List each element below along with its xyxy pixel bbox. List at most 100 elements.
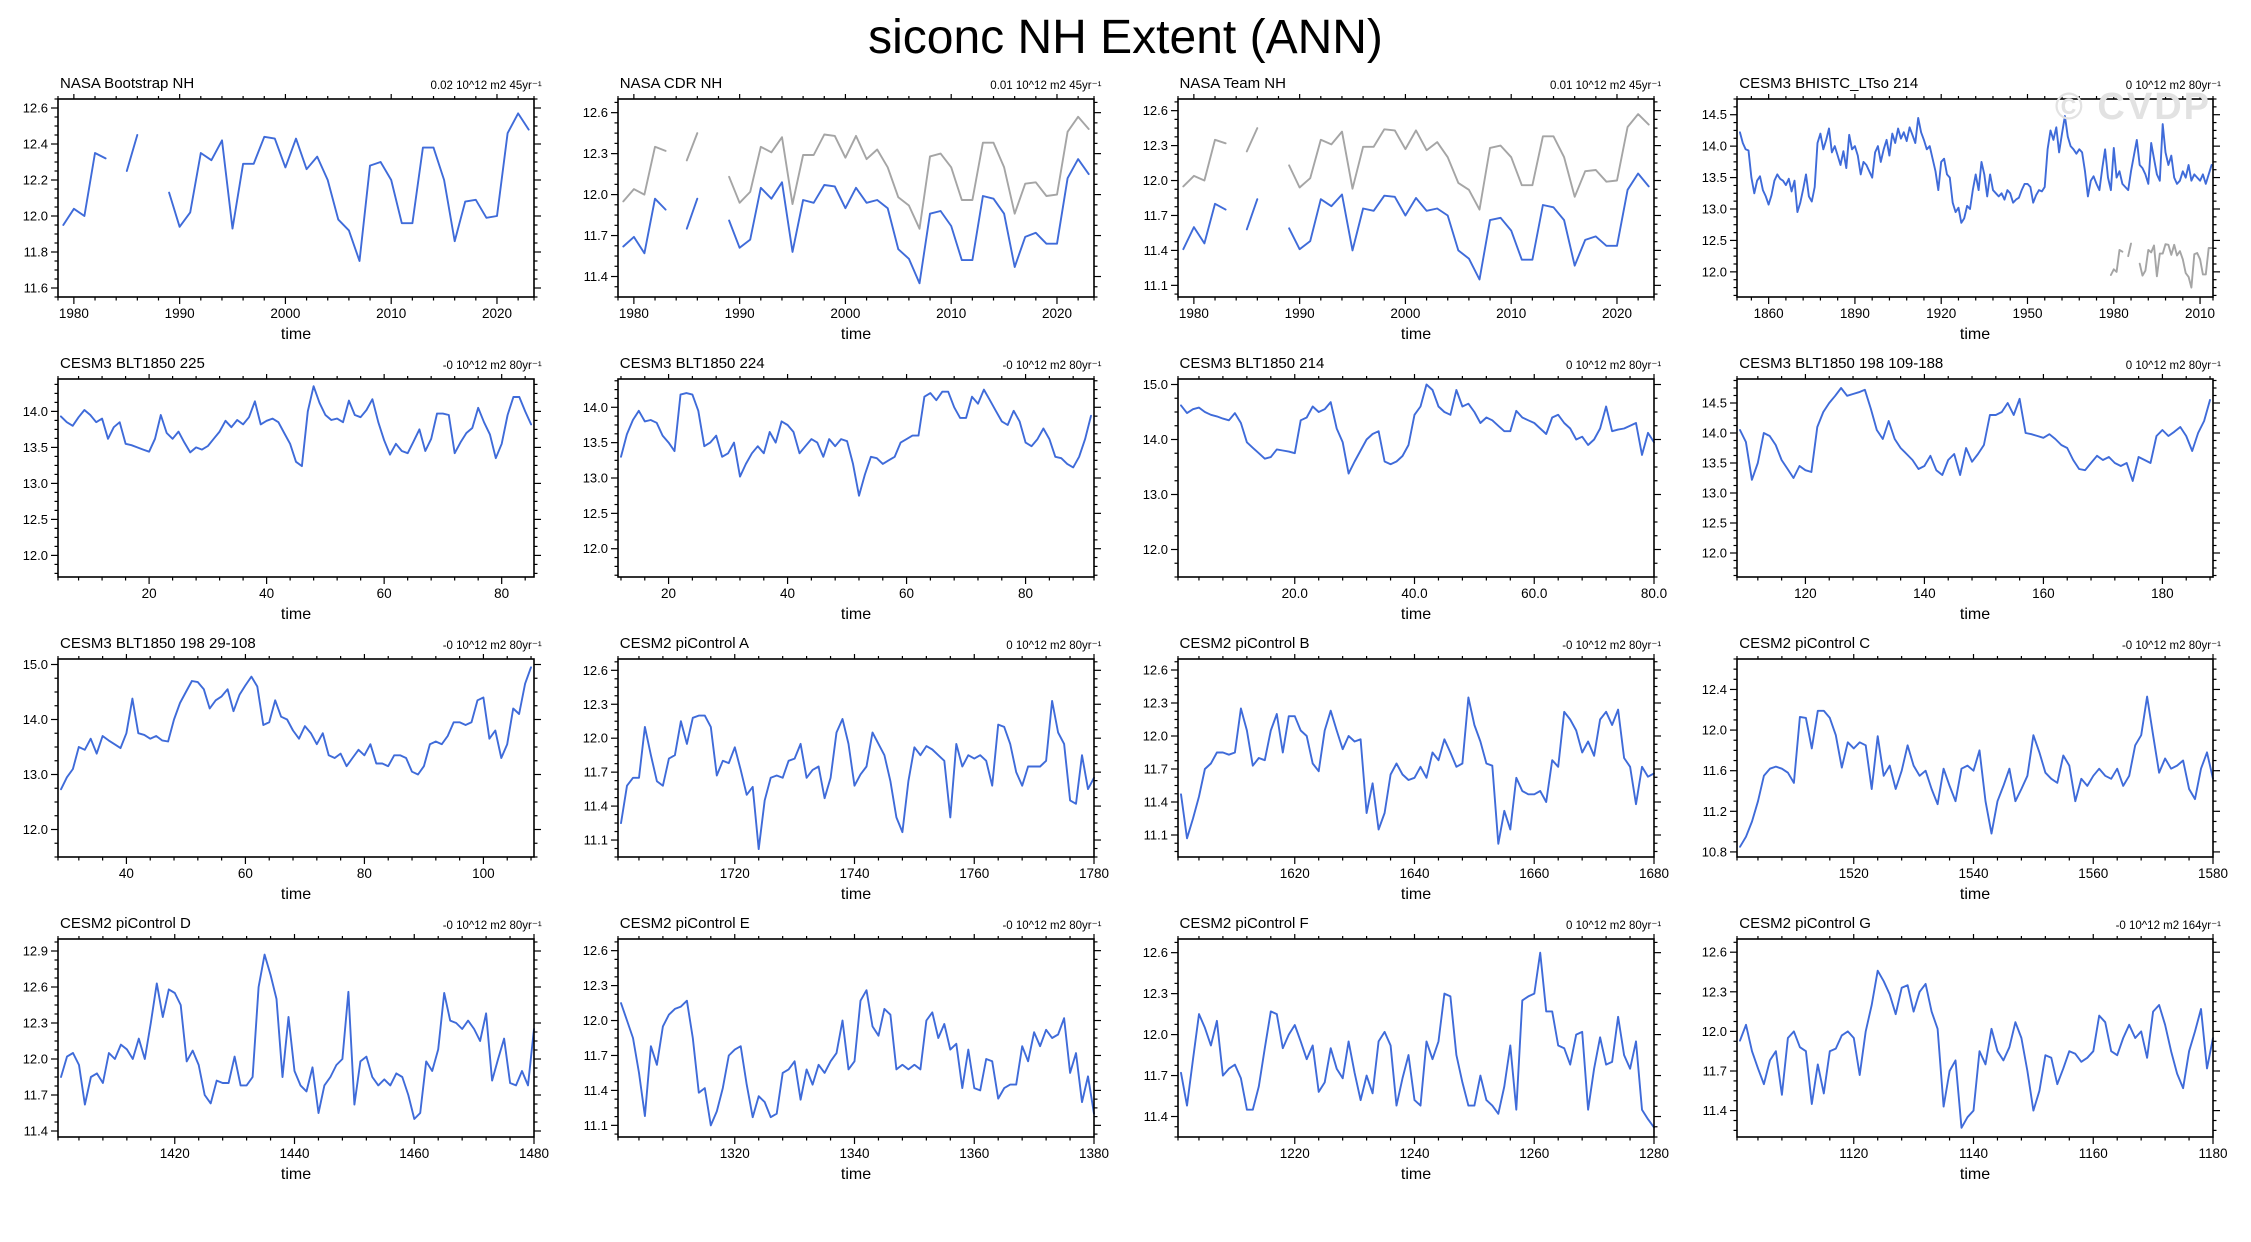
svg-text:180: 180 — [2151, 586, 2174, 601]
svg-text:13.0: 13.0 — [582, 471, 607, 486]
svg-text:12.6: 12.6 — [1142, 103, 1167, 118]
svg-text:11.1: 11.1 — [1143, 278, 1167, 293]
svg-text:12.6: 12.6 — [23, 980, 48, 995]
trend-annotation: -0 10^12 m2 80yr⁻¹ — [1002, 360, 1102, 372]
svg-text:11.4: 11.4 — [583, 269, 607, 284]
subplot-title: CESM2 piControl E — [619, 915, 750, 932]
svg-text:time: time — [1960, 1166, 1990, 1183]
svg-text:12.0: 12.0 — [1702, 1024, 1727, 1039]
subplot-cesm3-blt1850-225: CESM3 BLT1850 225 -0 10^12 m2 80yr⁻¹ 12.0… — [6, 349, 566, 625]
svg-text:time: time — [281, 606, 311, 623]
svg-text:60: 60 — [377, 586, 392, 601]
svg-text:time: time — [1400, 326, 1430, 343]
svg-text:2000: 2000 — [270, 306, 300, 321]
svg-text:12.0: 12.0 — [1702, 546, 1727, 561]
svg-text:time: time — [841, 1166, 871, 1183]
svg-text:11.6: 11.6 — [24, 281, 48, 296]
svg-text:13.5: 13.5 — [582, 435, 607, 450]
svg-text:1460: 1460 — [399, 1146, 429, 1161]
svg-text:2010: 2010 — [376, 306, 406, 321]
svg-text:1120: 1120 — [1839, 1146, 1868, 1161]
plot-canvas: 12.0 13.0 14.0 15.0 40 60 80 100 time — [23, 654, 541, 903]
svg-text:1860: 1860 — [1754, 306, 1784, 321]
plot-canvas: 12.0 12.5 13.0 13.5 14.0 20 40 60 80 time — [23, 374, 541, 623]
svg-text:time: time — [281, 886, 311, 903]
svg-text:2020: 2020 — [482, 306, 512, 321]
svg-text:12.6: 12.6 — [1702, 945, 1727, 960]
plot-canvas: 11.1 11.4 11.7 12.0 12.3 12.6 1620 1640 1660 1680… — [1142, 654, 1669, 903]
subplot-cesm3-blt1850-198-109-188: CESM3 BLT1850 198 109-188 0 10^12 m2 80yr… — [1685, 349, 2245, 625]
trend-annotation: -0 10^12 m2 80yr⁻¹ — [442, 920, 542, 932]
svg-text:1660: 1660 — [1519, 866, 1549, 881]
svg-text:12.0: 12.0 — [23, 209, 48, 224]
svg-text:12.3: 12.3 — [1142, 696, 1167, 711]
svg-text:11.4: 11.4 — [583, 1083, 607, 1098]
svg-text:1420: 1420 — [160, 1146, 190, 1161]
svg-text:1560: 1560 — [2078, 866, 2108, 881]
subplot-title: CESM2 piControl G — [1739, 915, 1871, 932]
svg-text:2010: 2010 — [1496, 306, 1526, 321]
svg-text:1720: 1720 — [719, 866, 749, 881]
svg-text:120: 120 — [1794, 586, 1817, 601]
subplot-title: NASA CDR NH — [619, 75, 723, 92]
svg-text:12.2: 12.2 — [23, 173, 48, 188]
svg-text:1680: 1680 — [1638, 866, 1668, 881]
svg-text:12.0: 12.0 — [582, 541, 607, 556]
svg-text:12.5: 12.5 — [23, 512, 48, 527]
svg-text:1620: 1620 — [1279, 866, 1309, 881]
svg-text:1480: 1480 — [519, 1146, 549, 1161]
svg-text:time: time — [1960, 326, 1990, 343]
plot-canvas: 11.1 11.4 11.7 12.0 12.3 12.6 1980 1990 2000 2010… — [1142, 94, 1661, 343]
svg-text:13.0: 13.0 — [1142, 487, 1167, 502]
svg-text:1980: 1980 — [1178, 306, 1208, 321]
plot-canvas: 10.8 11.2 11.6 12.0 12.4 1520 1540 1560 1580 time — [1702, 654, 2228, 903]
svg-text:14.0: 14.0 — [582, 400, 607, 415]
svg-text:1380: 1380 — [1079, 1146, 1109, 1161]
svg-text:14.0: 14.0 — [23, 712, 48, 727]
svg-text:40.0: 40.0 — [1401, 586, 1427, 601]
svg-text:15.0: 15.0 — [23, 657, 48, 672]
svg-text:12.4: 12.4 — [23, 137, 48, 152]
svg-text:40: 40 — [780, 586, 795, 601]
svg-text:1220: 1220 — [1279, 1146, 1309, 1161]
svg-text:1950: 1950 — [2013, 306, 2043, 321]
svg-text:20: 20 — [142, 586, 157, 601]
plot-canvas: 11.4 11.7 12.0 12.3 12.6 1220 1240 1260 1280 time — [1142, 934, 1669, 1183]
svg-text:11.4: 11.4 — [1143, 243, 1167, 258]
svg-text:12.5: 12.5 — [1702, 516, 1727, 531]
svg-text:time: time — [1400, 1166, 1430, 1183]
subplot-title: CESM3 BLT1850 224 — [619, 355, 765, 372]
subplot-cesm3-blt1850-224: CESM3 BLT1850 224 -0 10^12 m2 80yr⁻¹ 12.0… — [566, 349, 1126, 625]
trend-annotation: 0.01 10^12 m2 45yr⁻¹ — [990, 80, 1102, 92]
svg-text:80: 80 — [1018, 586, 1033, 601]
plot-canvas: 12.0 12.5 13.0 13.5 14.0 14.5 1860 1890 1920 1950… — [1702, 94, 2221, 343]
svg-text:11.7: 11.7 — [1143, 1068, 1167, 1083]
trend-annotation: 0.02 10^12 m2 45yr⁻¹ — [430, 80, 542, 92]
cvdp-watermark: © CVDP — [2054, 86, 2211, 128]
svg-text:1320: 1320 — [719, 1146, 749, 1161]
svg-text:11.1: 11.1 — [583, 1118, 607, 1133]
svg-text:13.5: 13.5 — [1702, 456, 1727, 471]
subplot-cesm2-picontrol-b: CESM2 piControl B -0 10^12 m2 80yr⁻¹ 11.1… — [1126, 629, 1686, 905]
svg-text:11.6: 11.6 — [1703, 763, 1727, 778]
subplot-title: CESM2 piControl F — [1179, 915, 1309, 932]
svg-text:1440: 1440 — [279, 1146, 309, 1161]
svg-text:1990: 1990 — [165, 306, 195, 321]
trend-annotation: 0 10^12 m2 80yr⁻¹ — [2125, 80, 2221, 92]
svg-text:2000: 2000 — [1390, 306, 1420, 321]
svg-text:12.3: 12.3 — [1142, 138, 1167, 153]
svg-text:1920: 1920 — [1926, 306, 1956, 321]
svg-text:15.0: 15.0 — [1142, 377, 1167, 392]
svg-text:11.1: 11.1 — [1143, 828, 1167, 843]
svg-text:12.3: 12.3 — [582, 697, 607, 712]
svg-text:1760: 1760 — [959, 866, 989, 881]
plot-canvas: 12.0 12.5 13.0 13.5 14.0 20 40 60 80 time — [582, 374, 1101, 623]
svg-text:11.7: 11.7 — [583, 765, 607, 780]
subplot-title: CESM3 BHISTC_LTso 214 — [1739, 75, 1919, 92]
svg-text:13.0: 13.0 — [23, 767, 48, 782]
svg-text:11.4: 11.4 — [24, 1124, 48, 1139]
svg-text:12.0: 12.0 — [1702, 723, 1727, 738]
svg-text:13.0: 13.0 — [1702, 202, 1727, 217]
subplot-cesm3-blt1850-198-29-108: CESM3 BLT1850 198 29-108 -0 10^12 m2 80yr… — [6, 629, 566, 905]
subplot-cesm2-picontrol-g: CESM2 piControl G -0 10^12 m2 164yr⁻¹ 11.… — [1685, 909, 2245, 1185]
